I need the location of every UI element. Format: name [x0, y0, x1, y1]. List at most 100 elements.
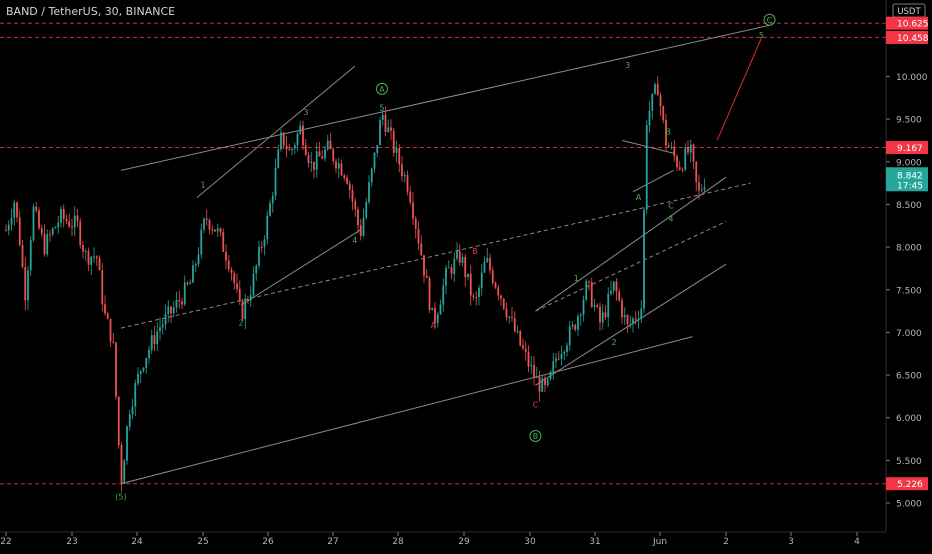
candle-body [359, 225, 362, 237]
candle-body [549, 371, 552, 380]
candle-body [205, 218, 208, 221]
candle-body [117, 396, 120, 446]
candle-body [376, 145, 379, 153]
price-tick-label: 7.000 [896, 329, 922, 339]
candle-body [329, 140, 332, 150]
candle-body [623, 315, 626, 318]
price-tick-label: 6.500 [896, 372, 922, 382]
wave-label: 3 [304, 108, 309, 117]
candle-body [387, 127, 390, 133]
candle-body [57, 222, 60, 228]
candle-body [615, 281, 618, 292]
candle-body [293, 145, 296, 149]
candle-body [678, 167, 681, 170]
candle-body [38, 210, 40, 229]
candle-body [508, 316, 511, 318]
time-tick-label: 31 [589, 537, 600, 547]
candle-body [93, 256, 95, 258]
candle-body [244, 299, 247, 320]
candle-body [291, 148, 293, 151]
candle-body [101, 270, 104, 305]
trend-line [632, 169, 674, 193]
wave-label: A [379, 85, 385, 94]
candle-body [585, 281, 588, 300]
candle-body [128, 414, 131, 427]
candle-body [302, 125, 304, 146]
candle-body [222, 232, 225, 252]
candle-body [170, 306, 172, 314]
candle-body [183, 282, 186, 305]
candle-body [659, 95, 662, 107]
candle-body [299, 125, 302, 134]
candle-body [673, 146, 676, 157]
candle-body [137, 373, 139, 384]
candle-body [354, 201, 357, 210]
candle-body [54, 227, 57, 229]
candle-body [346, 178, 348, 184]
candle-body [417, 228, 420, 244]
trend-line [120, 24, 770, 171]
candle-body [362, 217, 365, 237]
candle-body [304, 145, 307, 155]
candle-body [112, 341, 115, 343]
time-tick-label: 2 [723, 537, 729, 547]
candle-body [684, 147, 687, 170]
candle-body [318, 151, 321, 157]
wave-label: 4 [352, 236, 357, 245]
candle-body [35, 206, 38, 211]
candle-body [139, 370, 142, 374]
price-level-label: 10.625 [897, 20, 929, 30]
candle-body [500, 295, 502, 299]
candle-body [645, 125, 648, 210]
candle-body [79, 221, 82, 245]
trend-line [622, 139, 674, 154]
candle-body [241, 300, 244, 320]
candle-body [90, 256, 93, 265]
candle-body [186, 282, 189, 285]
candle-body [698, 182, 700, 191]
candle-body [618, 291, 621, 301]
candle-body [568, 326, 571, 346]
candle-body [277, 149, 280, 168]
chart-title: BAND / TetherUS, 30, BINANCE [6, 5, 176, 18]
candle-body [368, 182, 370, 203]
trend-line [240, 229, 361, 306]
price-level-badge [886, 30, 928, 44]
candle-body [599, 306, 601, 323]
candle-body [230, 269, 233, 274]
candle-body [211, 229, 214, 231]
candle-body [381, 114, 384, 121]
candle-body [249, 295, 252, 301]
price-tick-label: 5.000 [896, 500, 922, 510]
candle-body [395, 148, 398, 153]
candle-body [640, 308, 643, 319]
candle-body [612, 281, 615, 291]
candle-body [637, 318, 640, 320]
candle-body [519, 330, 522, 346]
candle-body [445, 267, 447, 286]
candle-body [703, 187, 706, 190]
candle-body [269, 203, 271, 216]
candle-body [648, 110, 651, 126]
candle-body [337, 163, 340, 169]
candle-body [662, 106, 665, 121]
candle-body [335, 161, 337, 169]
candle-body [164, 313, 167, 325]
candle-body [442, 285, 445, 305]
candle-body [357, 209, 359, 226]
candle-body [95, 256, 98, 259]
candle-body [667, 145, 670, 147]
candle-body [87, 251, 90, 265]
candle-body [502, 298, 505, 309]
candle-body [106, 313, 109, 319]
candle-body [7, 224, 10, 231]
candle-body [126, 426, 128, 461]
candle-body [373, 152, 376, 169]
current-price-badge [886, 167, 928, 192]
time-tick-label: 23 [66, 537, 77, 547]
candle-body [216, 228, 219, 232]
candle-body [610, 290, 612, 294]
candle-body [49, 234, 51, 236]
